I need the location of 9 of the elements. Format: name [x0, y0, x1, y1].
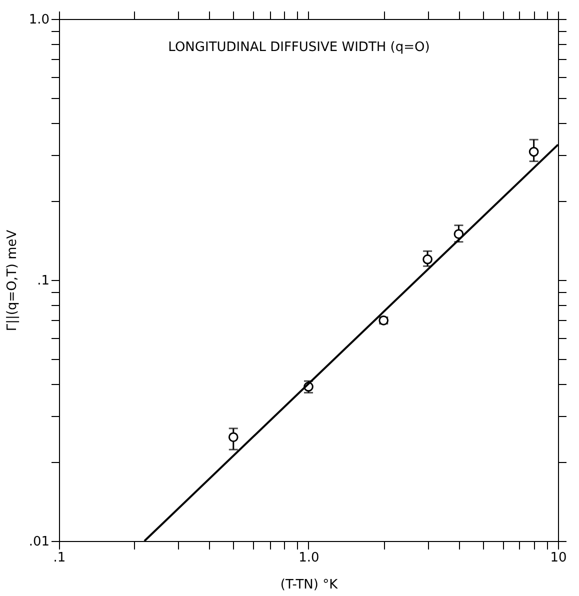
x-tick-label: .1: [53, 550, 66, 566]
x-tick-label: 1.0: [298, 550, 320, 566]
y-tick-label: .1: [37, 274, 50, 288]
y-tick-label: 1.0: [28, 12, 50, 28]
x-axis-title: (T-TN) °K: [280, 578, 338, 592]
text: LONGITUDINAL DIFFUSIVE WIDTH (q=O): [168, 40, 430, 55]
x-tick-label: 10: [550, 550, 567, 566]
y-tick-label: .01: [28, 534, 50, 550]
y-axis-title: Γ||(q=O,T) meV: [4, 230, 20, 332]
